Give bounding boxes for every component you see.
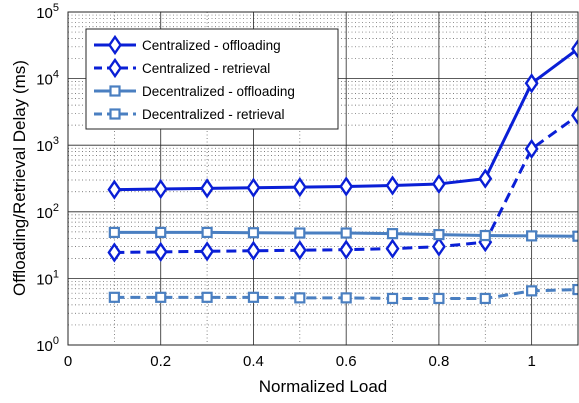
y-tick-label: 104	[36, 69, 59, 89]
data-point	[433, 292, 445, 305]
legend-item: Decentralized - retrieval	[94, 107, 285, 122]
data-point	[201, 226, 213, 239]
data-point	[247, 227, 260, 239]
data-point	[107, 179, 122, 200]
data-point	[385, 175, 400, 196]
data-point	[155, 226, 167, 239]
data-point	[294, 292, 306, 304]
legend: Centralized - offloading Centralized - re…	[85, 28, 339, 130]
data-point	[247, 291, 260, 303]
data-point	[340, 227, 352, 239]
y-tick-label: 100	[36, 335, 59, 355]
legend-marker	[108, 57, 122, 79]
series-1	[107, 38, 578, 200]
data-point	[292, 240, 307, 261]
data-point	[200, 241, 215, 262]
data-point	[107, 242, 122, 263]
data-point	[479, 292, 491, 305]
legend-label: Decentralized - retrieval	[142, 107, 285, 122]
data-point	[201, 291, 213, 303]
data-point	[153, 178, 168, 200]
data-point	[153, 241, 168, 263]
x-tick-label: 0.2	[150, 353, 171, 370]
legend-item: Decentralized - offloading	[94, 84, 295, 99]
data-point	[524, 138, 539, 160]
data-point	[246, 177, 261, 198]
data-point	[526, 285, 538, 297]
series-4	[108, 283, 578, 305]
x-tick-label: 0.6	[336, 353, 357, 370]
x-tick-label: 0	[64, 353, 72, 370]
x-axis-label: Normalized Load	[259, 377, 388, 396]
series-2	[107, 105, 578, 263]
data-point	[572, 230, 578, 242]
data-point	[246, 240, 261, 261]
data-point	[479, 229, 491, 242]
y-tick-label: 102	[36, 202, 59, 222]
data-point	[478, 168, 493, 189]
data-point	[385, 238, 400, 259]
x-tick-label: 0.4	[243, 353, 264, 370]
data-point	[571, 38, 578, 59]
x-tick-label: 1	[527, 353, 535, 370]
y-tick-label: 101	[36, 268, 59, 288]
y-tick-label: 105	[36, 2, 59, 22]
data-point	[155, 291, 167, 303]
y-tick-label: 103	[36, 135, 59, 155]
data-point	[339, 239, 354, 260]
data-point	[292, 176, 307, 198]
data-point	[433, 228, 445, 241]
legend-label: Centralized - offloading	[142, 38, 281, 53]
plot-frame	[67, 11, 579, 346]
data-point	[340, 292, 352, 304]
data-point	[431, 173, 446, 195]
data-point	[294, 227, 306, 239]
data-point	[524, 73, 539, 94]
legend-item: Centralized - offloading	[94, 34, 281, 56]
data-point	[200, 178, 215, 199]
series-layer	[107, 38, 578, 305]
legend-label: Centralized - retrieval	[142, 61, 270, 76]
data-point	[108, 291, 120, 303]
y-axis-label: Offloading/Retrieval Delay (ms)	[10, 60, 29, 296]
y-tick-labels: 100 101 102 103 104 105	[36, 2, 59, 355]
x-tick-label: 0.8	[428, 353, 449, 370]
data-point	[386, 228, 399, 240]
data-point	[386, 292, 399, 305]
legend-marker	[108, 34, 122, 56]
data-point	[572, 283, 578, 296]
data-point	[526, 230, 538, 242]
legend-item: Centralized - retrieval	[94, 57, 270, 79]
series-3	[108, 226, 578, 242]
data-point	[339, 176, 354, 197]
x-tick-labels: 0 0.2 0.4 0.6 0.8 1	[64, 353, 536, 370]
legend-label: Decentralized - offloading	[142, 84, 295, 99]
data-point	[431, 236, 446, 257]
legend-marker	[109, 85, 121, 97]
legend-marker	[109, 108, 121, 120]
data-point	[571, 105, 578, 126]
data-point	[108, 226, 120, 239]
